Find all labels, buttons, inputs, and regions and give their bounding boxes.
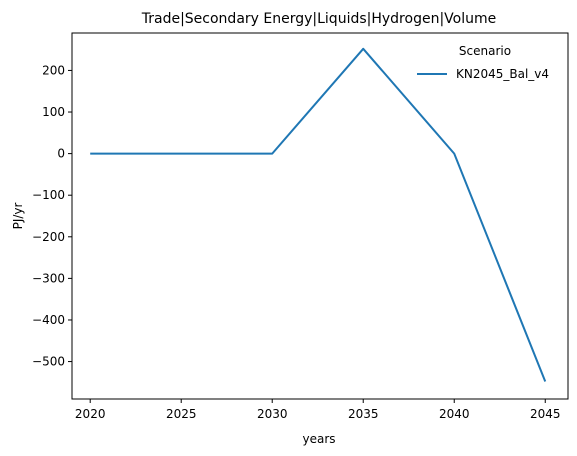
y-axis: 200 100 0 −100 −200 −300 −400 −500 [32,63,72,369]
x-axis-label: years [302,432,335,446]
y-tick-label: −400 [32,313,65,327]
chart-title: Trade|Secondary Energy|Liquids|Hydrogen|… [141,11,496,27]
x-tick-label: 2045 [530,407,561,421]
y-axis-label: PJ/yr [11,203,25,230]
legend-title: Scenario [459,44,511,58]
x-axis: 2020 2025 2030 2035 2040 2045 [75,399,561,421]
x-tick-label: 2040 [439,407,470,421]
y-tick-label: 0 [57,147,65,161]
y-tick-label: −100 [32,188,65,202]
x-tick-label: 2025 [166,407,197,421]
y-tick-label: −500 [32,355,65,369]
series-line [90,47,547,382]
y-tick-label: 100 [42,105,65,119]
plot-area [71,32,569,400]
x-tick-label: 2020 [75,407,106,421]
y-tick-label: 200 [42,63,65,77]
series-layer [90,47,547,382]
y-tick-label: −300 [32,271,65,285]
legend: Scenario KN2045_Bal_v4 [417,44,549,81]
y-tick-label: −200 [32,230,65,244]
x-tick-label: 2035 [348,407,379,421]
legend-series-label: KN2045_Bal_v4 [456,67,549,81]
x-tick-label: 2030 [257,407,288,421]
